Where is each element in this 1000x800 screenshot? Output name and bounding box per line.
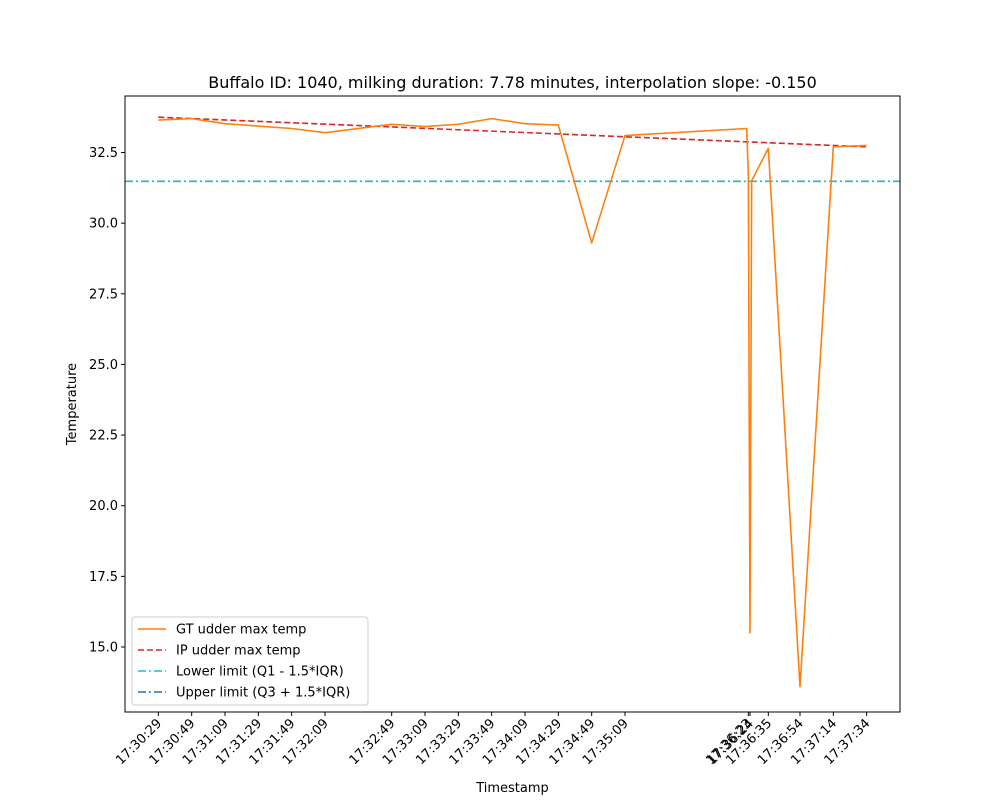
chart-title: Buffalo ID: 1040, milking duration: 7.78… (208, 73, 817, 92)
x-axis: 17:30:2917:30:4917:31:0917:31:2917:31:49… (113, 712, 873, 768)
legend-box (131, 616, 369, 706)
y-tick-label: 20.0 (89, 499, 118, 514)
y-tick-label: 17.5 (89, 570, 118, 585)
series-line-0 (158, 117, 867, 688)
legend-entry: Upper limit (Q3 + 1.5*IQR) (176, 686, 350, 701)
legend-entry: GT udder max temp (176, 623, 306, 638)
legend: GT udder max temp IP udder max temp Lower … (131, 616, 369, 706)
plot-frame (124, 95, 901, 713)
y-tick-label: 30.0 (89, 217, 118, 232)
y-tick-label: 22.5 (89, 429, 118, 444)
legend-entry: IP udder max temp (176, 644, 301, 659)
y-axis-label: Temperature (65, 363, 80, 446)
x-axis-label: Timestamp (475, 781, 549, 796)
legend-entry: Lower limit (Q1 - 1.5*IQR) (176, 665, 344, 680)
y-tick-label: 32.5 (89, 146, 118, 161)
y-axis: 15.0 17.5 20.0 22.5 25.0 27.5 30.0 32.5 (89, 146, 125, 656)
series-layer (125, 116, 900, 688)
y-tick-label: 15.0 (89, 641, 118, 656)
series-line-1 (158, 116, 867, 148)
y-tick-label: 25.0 (89, 358, 118, 373)
y-tick-label: 27.5 (89, 287, 118, 302)
